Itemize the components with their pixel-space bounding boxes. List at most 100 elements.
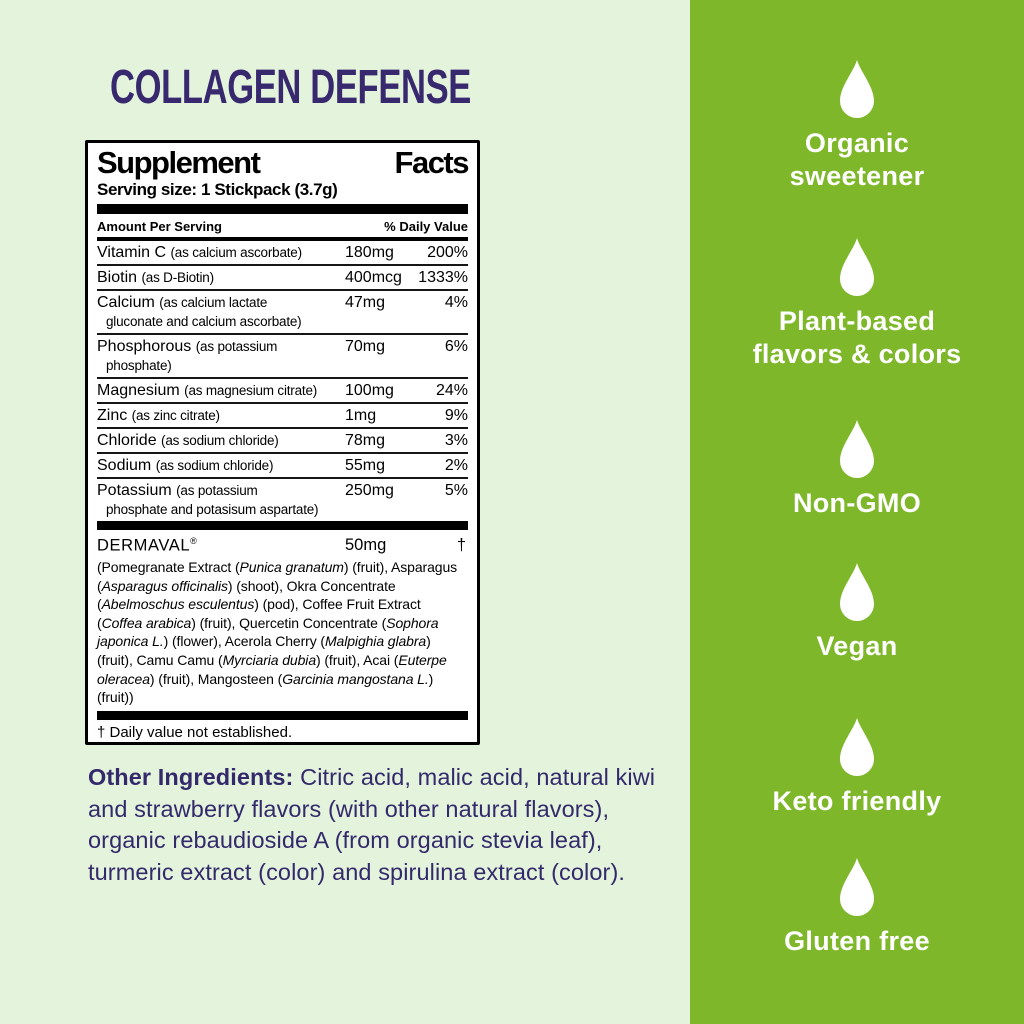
nutrient-source-detail: phosphate and potasisum aspartate) — [106, 502, 319, 518]
other-ingredients-text: Citric acid, malic acid, natural kiwi an… — [88, 764, 656, 885]
table-row: Biotin (as D-Biotin) 400mcg 1333% — [97, 266, 468, 292]
feature-label: Organic sweetener — [789, 128, 925, 191]
blend-text: ) (fruit)) — [97, 670, 434, 706]
botanical-name: Garcinia mangostana L. — [282, 670, 429, 687]
droplet-icon — [840, 60, 874, 118]
nutrient-name: Vitamin C — [97, 244, 171, 262]
table-row: Sodium (as sodium chloride) 55mg 2% — [97, 454, 468, 480]
daily-value-footnote: † Daily value not established. — [97, 723, 293, 741]
droplet-icon — [840, 563, 874, 621]
table-row: Zinc (as zinc citrate) 1mg 9% — [97, 404, 468, 430]
nutrient-source-detail: gluconate and calcium ascorbate) — [106, 314, 302, 330]
nutrient-amount: 70mg — [345, 338, 386, 356]
nutrient-amount: 78mg — [345, 432, 386, 450]
feature-label: Keto friendly — [772, 786, 942, 816]
blend-text: ) (flower), Acerola Cherry ( — [163, 633, 325, 650]
nutrient-amount: 180mg — [345, 244, 394, 262]
nutrient-daily-value: 6% — [444, 338, 468, 356]
blend-text: ) (fruit), Asparagus ( — [97, 558, 458, 594]
page-title: COLLAGEN DEFENSE — [110, 61, 471, 114]
supplement-facts-panel: Supplement Facts Serving size: 1 Stickpa… — [85, 140, 480, 745]
table-row: Potassium (as potassium phosphate and pot… — [97, 479, 468, 521]
nutrient-name: Sodium — [97, 457, 156, 475]
nutrient-daily-value: 4% — [444, 294, 468, 312]
nutrient-daily-value: 24% — [435, 382, 468, 400]
table-header: Amount Per Serving % Daily Value — [97, 214, 468, 242]
droplet-icon — [840, 718, 874, 776]
nutrient-name: Potassium — [97, 482, 177, 500]
nutrient-source-detail: (as calcium ascorbate) — [170, 245, 303, 261]
nutrient-name: Phosphorous — [97, 338, 196, 356]
table-row: Phosphorous (as potassium phosphate) 70mg 6… — [97, 335, 468, 380]
nutrient-source-detail: (as sodium chloride) — [155, 458, 274, 474]
nutrient-source-detail: (as zinc citrate) — [131, 408, 220, 424]
nutrient-amount: 47mg — [345, 294, 386, 312]
blend-text: (Pomegranate Extract ( — [97, 558, 240, 575]
table-row: Calcium (as calcium lactate gluconate and… — [97, 291, 468, 336]
blend-text: ) (fruit), Quercetin Concentrate ( — [191, 614, 387, 631]
blend-text: ) (fruit), Camu Camu ( — [97, 633, 431, 668]
nutrient-source-detail: (as magnesium citrate) — [184, 383, 318, 399]
nutrient-source-detail: (as potassium — [195, 339, 278, 355]
blend-text: ) (shoot), Okra Concentrate ( — [97, 577, 396, 613]
botanical-name: Abelmoschus esculentus — [101, 596, 255, 613]
nutrient-daily-value: 1333% — [418, 269, 468, 287]
botanical-name: Euterpe oleracea — [97, 651, 447, 687]
proprietary-blend-ingredients: (Pomegranate Extract (Punica granatum) (… — [97, 557, 468, 711]
nutrient-amount: 1mg — [345, 407, 377, 425]
botanical-name: Coffea arabica — [101, 614, 192, 631]
blend-text: ) (pod), Coffee Fruit Extract ( — [97, 596, 421, 631]
nutrient-source-detail: (as calcium lactate — [159, 295, 268, 311]
proprietary-dv-dagger: † — [456, 536, 466, 555]
nutrient-name: Magnesium — [97, 382, 185, 400]
botanical-name: Punica granatum — [239, 558, 344, 575]
nutrient-daily-value: 2% — [444, 457, 468, 475]
nutrient-source-detail: (as D-Biotin) — [141, 270, 214, 286]
nutrient-amount: 400mcg — [345, 269, 402, 287]
nutrient-name: Calcium — [97, 294, 160, 312]
blend-text: ) (fruit), Mangosteen ( — [149, 670, 283, 687]
divider-mid — [97, 521, 468, 531]
nutrient-amount: 55mg — [345, 457, 386, 475]
feature-item: Vegan — [690, 561, 1024, 663]
droplet-icon — [840, 420, 874, 478]
table-row: Chloride (as sodium chloride) 78mg 3% — [97, 429, 468, 455]
botanical-name: Malpighia glabra — [324, 633, 427, 650]
nutrient-amount: 100mg — [345, 382, 394, 400]
nutrient-amount: 250mg — [345, 482, 394, 500]
divider-mid — [97, 710, 468, 720]
nutrient-source-detail: (as sodium chloride) — [161, 433, 279, 449]
proprietary-name: DERMAVAL — [97, 536, 191, 555]
feature-item: Keto friendly — [690, 716, 1024, 818]
botanical-name: Sophora japonica L. — [97, 614, 439, 650]
droplet-icon — [840, 858, 874, 916]
divider-thick — [97, 204, 468, 215]
nutrient-source-detail: (as potassium — [176, 483, 258, 499]
feature-item: Organic sweetener — [690, 58, 1024, 193]
proprietary-row: DERMAVAL® 50mg † — [97, 530, 468, 557]
supplement-facts-title-word: Supplement — [97, 145, 261, 180]
nutrient-daily-value: 3% — [444, 432, 468, 450]
feature-item: Gluten free — [690, 856, 1024, 958]
nutrient-name: Zinc — [97, 407, 132, 425]
botanical-name: Asparagus officinalis — [101, 577, 228, 594]
proprietary-amount: 50mg — [345, 536, 387, 555]
amount-per-serving-header: Amount Per Serving — [97, 219, 222, 235]
table-row: Vitamin C (as calcium ascorbate) 180mg 200… — [97, 241, 468, 267]
benefits-sidebar: Organic sweetener Plant-based flavors & col… — [690, 0, 1024, 1024]
daily-value-header: % Daily Value — [384, 219, 468, 235]
serving-size: Serving size: 1 Stickpack (3.7g) — [97, 180, 338, 200]
registered-trademark-symbol: ® — [190, 536, 198, 547]
supplement-facts-title-word: Facts — [394, 145, 470, 180]
botanical-name: Myrciaria dubia — [222, 651, 317, 668]
feature-label: Vegan — [816, 631, 898, 661]
feature-label: Gluten free — [784, 926, 930, 956]
supplement-facts-title: Supplement Facts — [97, 145, 470, 180]
feature-item: Plant-based flavors & colors — [690, 236, 1024, 371]
nutrient-table: Vitamin C (as calcium ascorbate) 180mg 200… — [97, 241, 468, 521]
nutrient-name: Chloride — [97, 432, 162, 450]
blend-text: ) (fruit), Acai ( — [316, 651, 399, 668]
feature-label: Non-GMO — [792, 488, 922, 518]
nutrient-daily-value: 9% — [444, 407, 468, 425]
other-ingredients-label: Other Ingredients: — [88, 764, 294, 790]
